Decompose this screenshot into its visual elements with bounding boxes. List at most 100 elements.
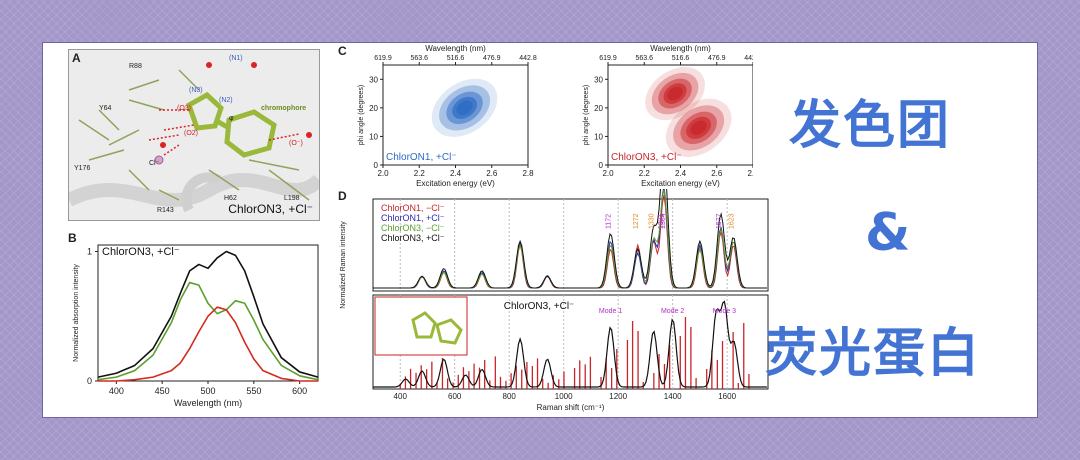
x-tick-label: 2.6 — [711, 169, 723, 178]
residue-label: Y64 — [99, 105, 112, 112]
panel-a-label: A — [72, 51, 81, 65]
x-tick-label: 550 — [246, 386, 261, 396]
title-line-2: 荧光蛋白 — [765, 324, 982, 384]
x-tick-label: 1600 — [718, 392, 736, 401]
residue-label: H62 — [224, 195, 237, 202]
top-tick-label: 476.9 — [483, 55, 501, 62]
x-tick-label: 450 — [155, 386, 170, 396]
legend-entry: ChlorON1, +Cl⁻ — [381, 213, 445, 223]
x-axis-label: Excitation energy (eV) — [416, 179, 495, 188]
panel-c: C 2.0 2.2 2.4 2.6 2.8 619.9 563.6 516.6 476.9 442… — [333, 43, 753, 191]
panel-c-label: C — [338, 44, 347, 58]
residue-stick — [108, 129, 140, 146]
title-line-1: 发色团 — [789, 96, 952, 156]
top-tick-label: 619.9 — [374, 55, 392, 62]
residue-stick — [88, 149, 125, 161]
atom-label: (O⁻) — [289, 140, 303, 147]
x-tick-label: 1400 — [664, 392, 682, 401]
y-tick-label: 30 — [369, 75, 378, 84]
top-tick-label: 476.9 — [708, 55, 726, 62]
inset-chromophore — [435, 318, 463, 345]
mode-label: Mode 3 — [713, 308, 736, 315]
residue-stick — [268, 169, 310, 201]
y-tick-label: 0 — [599, 161, 604, 170]
x-tick-label: 1200 — [609, 392, 627, 401]
peak-label: 1623 — [728, 213, 735, 229]
residue-label: R143 — [157, 207, 174, 214]
hydrogen-bond — [163, 124, 195, 131]
x-tick-label: 2.0 — [377, 169, 389, 178]
inset-frame — [374, 296, 468, 356]
residue-stick — [98, 109, 120, 131]
y-axis-label: phi angle (degrees) — [583, 85, 590, 145]
density-contour — [667, 86, 683, 101]
chloride-ion — [154, 155, 164, 165]
residue-stick — [78, 119, 110, 141]
atom-label: φ — [229, 115, 234, 122]
heatmap-0 — [431, 78, 498, 137]
legend-entry: ChlorON3, −Cl⁻ — [381, 223, 445, 233]
mode-label: Mode 1 — [599, 308, 622, 315]
oxygen-atom — [306, 132, 312, 138]
top-tick-label: 442.8 — [519, 55, 537, 62]
residue-stick — [128, 79, 160, 91]
raman-bottom-frame — [372, 294, 769, 390]
atom-label: Cl⁻ — [149, 160, 160, 167]
raman-bottom-line — [373, 300, 767, 388]
chromophore-ring — [224, 109, 277, 158]
protein-ribbon — [69, 173, 319, 207]
x-tick-label: 600 — [292, 386, 307, 396]
hydrogen-bond — [148, 134, 180, 141]
y-tick-label: 20 — [594, 104, 603, 113]
residue-stick — [128, 169, 150, 191]
x-tick-label: 1000 — [555, 392, 573, 401]
top-axis-label: Wavelength (nm) — [425, 44, 486, 53]
x-tick-label: 800 — [503, 392, 517, 401]
chromophore-label: chromophore — [261, 105, 306, 112]
x-tick-label: 2.8 — [522, 169, 534, 178]
oxygen-atom — [206, 62, 212, 68]
legend-entry: ChlorON3, +Cl⁻ — [381, 233, 445, 243]
lower-caption: ChlorON3, +Cl⁻ — [504, 301, 575, 312]
absorption-line-1 — [97, 281, 319, 381]
residue-stick — [208, 169, 240, 191]
raman-top-frame — [372, 198, 769, 292]
protein-ribbon — [181, 172, 222, 213]
x-tick-label: 600 — [448, 392, 462, 401]
top-tick-label: 442.8 — [744, 55, 753, 62]
residue-label: L198 — [284, 195, 300, 202]
x-tick-label: 2.4 — [675, 169, 687, 178]
absorption-line-2 — [98, 306, 318, 382]
chromophore-ring — [185, 91, 224, 131]
x-tick-label: 2.8 — [747, 169, 753, 178]
top-tick-label: 516.6 — [672, 55, 690, 62]
panel-a: A R88 Y64 Y176 R143 H62 L198 (N1) (N3) (N2) (O3) (… — [68, 49, 320, 221]
absorption-line-0 — [97, 250, 319, 378]
hydrogen-bond — [268, 133, 300, 141]
x-tick-label: 2.4 — [450, 169, 462, 178]
density-contour — [690, 120, 707, 136]
x-axis-label: Excitation energy (eV) — [641, 179, 720, 188]
residue-label: Y176 — [74, 165, 90, 172]
excitation-heatmaps: 2.0 2.2 2.4 2.6 2.8 619.9 563.6 516.6 476.9 442.8… — [358, 44, 753, 188]
atom-label: (O2) — [184, 130, 198, 137]
panel-d-label: D — [338, 189, 347, 203]
y-tick-label: 0 — [87, 376, 92, 386]
panel-b-label: B — [68, 231, 77, 245]
y-axis-label: Normalized Raman intensity — [340, 221, 347, 309]
x-tick-label: 2.0 — [602, 169, 614, 178]
y-tick-label: 20 — [369, 104, 378, 113]
x-axis-label: Wavelength (nm) — [174, 398, 242, 408]
peak-label: 1371 — [658, 213, 665, 229]
atom-label: (N1) — [229, 55, 243, 62]
figure-card: A R88 Y64 Y176 R143 H62 L198 (N1) (N3) (N2) (O3) (… — [42, 42, 1038, 418]
raman-line-3 — [373, 189, 767, 289]
top-tick-label: 516.6 — [447, 55, 465, 62]
heatmap-1 — [645, 67, 732, 157]
heatmap-legend: ChlorON3, +Cl⁻ — [611, 152, 682, 163]
panel-b: B 400 450 500 550 600 0 1 Wavelength (nm) Normal… — [68, 231, 323, 413]
y-tick-label: 10 — [594, 132, 603, 141]
y-tick-label: 1 — [87, 246, 92, 256]
atom-label: (N2) — [219, 97, 233, 104]
top-axis-label: Wavelength (nm) — [650, 44, 711, 53]
